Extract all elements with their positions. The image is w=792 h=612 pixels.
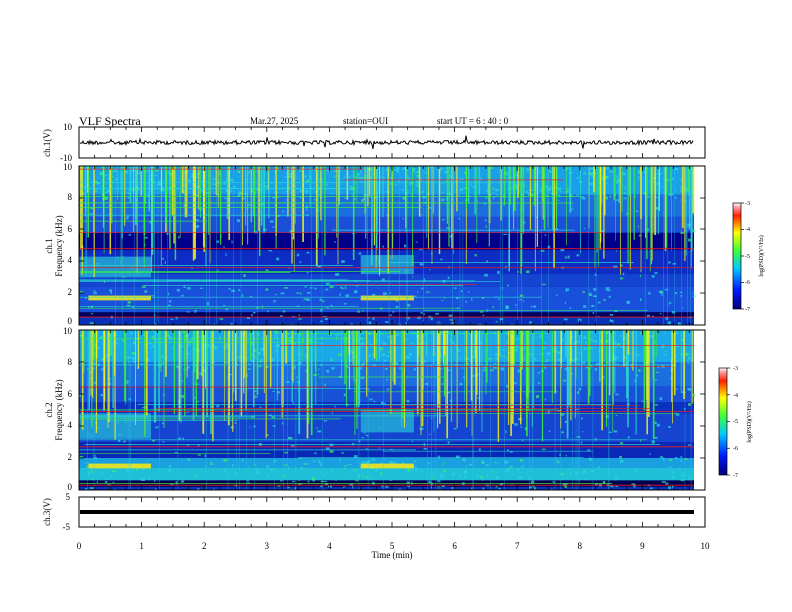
time-axis-ticks xyxy=(78,127,706,527)
ch2-freq-tick-4: 4 xyxy=(68,420,73,430)
ch1-freq-tick-10: 10 xyxy=(63,162,73,172)
ch1-freq-tick-2: 2 xyxy=(68,287,73,297)
ch1-ytick-bottom: -10 xyxy=(60,153,72,163)
ch1-colorbar-tick-m6: -6 xyxy=(745,280,750,286)
ch1-freq-tick-4: 4 xyxy=(68,255,73,265)
time-axis-ticklabels: 0 1 2 3 4 5 6 7 8 9 10 xyxy=(77,541,710,551)
ch2-colorbar-tick-m5: -5 xyxy=(733,419,738,425)
time-tick-label: 9 xyxy=(640,541,645,551)
ch1-waveform-panel: 10 -10 ch.1(V) xyxy=(42,122,706,163)
ch1-colorbar-label: log(PSD)(V²/Hz) xyxy=(758,235,765,276)
ch3-ytick-bottom: -5 xyxy=(63,522,71,532)
ch2-spectrogram-image xyxy=(79,330,705,490)
ch1-colorbar xyxy=(732,202,742,310)
ch2-colorbar-tick-m4: -4 xyxy=(733,393,738,399)
ch2-colorbar-tick-m3: -3 xyxy=(733,366,738,372)
time-axis-label: Time (min) xyxy=(372,550,413,560)
date-label: Mar.27, 2025 xyxy=(250,116,299,126)
time-tick-label: 3 xyxy=(265,541,270,551)
ch2-spectrogram-ticks xyxy=(78,329,706,491)
ch2-freq-tick-0: 0 xyxy=(68,482,73,492)
time-tick-label: 6 xyxy=(452,541,457,551)
time-tick-label: 1 xyxy=(139,541,144,551)
time-tick-label: 7 xyxy=(515,541,520,551)
ch2-colorbar-label: log(PSD)(V²/Hz) xyxy=(746,401,753,442)
time-tick-label: 2 xyxy=(202,541,207,551)
ch1-colorbar-tick-m4: -4 xyxy=(745,227,750,233)
ch2-freq-tick-8: 8 xyxy=(68,357,73,367)
ch1-spectrogram-image xyxy=(79,166,705,325)
ch3-waveform-ylabel: ch.3(V) xyxy=(42,498,52,526)
ch1-colorbar-tick-m3: -3 xyxy=(745,201,750,207)
ch1-waveform-trace xyxy=(79,135,694,150)
time-tick-label: 4 xyxy=(327,541,332,551)
ch1-ytick-top: 10 xyxy=(63,122,73,132)
ch1-waveform-ylabel: ch.1(V) xyxy=(42,129,52,157)
ch2-spectrogram-panel: 0 2 4 6 8 10 ch.2Frequency (kHz) -3 -4 -… xyxy=(44,326,753,492)
ch2-spectrogram-ylabel: ch.2Frequency (kHz) xyxy=(44,379,64,440)
ch2-freq-tick-6: 6 xyxy=(68,389,73,399)
ch2-colorbar xyxy=(718,367,728,476)
station-label: station=OUI xyxy=(343,116,389,126)
ch1-spectrogram-ylabel: ch.1Frequency (kHz) xyxy=(44,215,64,276)
time-tick-label: 8 xyxy=(578,541,583,551)
time-tick-label: 10 xyxy=(701,541,711,551)
ch1-freq-tick-0: 0 xyxy=(68,316,73,326)
ch2-colorbar-tick-m7: -7 xyxy=(733,473,738,479)
ch2-freq-tick-2: 2 xyxy=(68,452,73,462)
ch1-freq-tick-6: 6 xyxy=(68,224,73,234)
ch1-spectrogram-ticks xyxy=(78,165,706,326)
time-tick-label: 0 xyxy=(77,541,82,551)
ch3-ytick-top: 5 xyxy=(66,492,71,502)
ch1-colorbar-ticks xyxy=(741,202,744,310)
time-tick-label: 5 xyxy=(390,541,395,551)
ch1-spectrogram-panel: 0 2 4 6 8 10 ch.1Frequency (kHz) -3 -4 -… xyxy=(44,162,765,326)
chart-title: VLF Spectra xyxy=(79,114,141,128)
ch1-colorbar-tick-m7: -7 xyxy=(745,307,750,313)
ch2-freq-tick-10: 10 xyxy=(63,326,73,336)
ch1-freq-tick-8: 8 xyxy=(68,192,73,202)
start-time-label: start UT = 6 : 40 : 0 xyxy=(437,116,509,126)
ch2-colorbar-tick-m6: -6 xyxy=(733,446,738,452)
ch3-waveform-trace xyxy=(80,510,694,514)
ch2-colorbar-ticks xyxy=(727,367,730,476)
ch1-colorbar-tick-m5: -5 xyxy=(745,254,750,260)
